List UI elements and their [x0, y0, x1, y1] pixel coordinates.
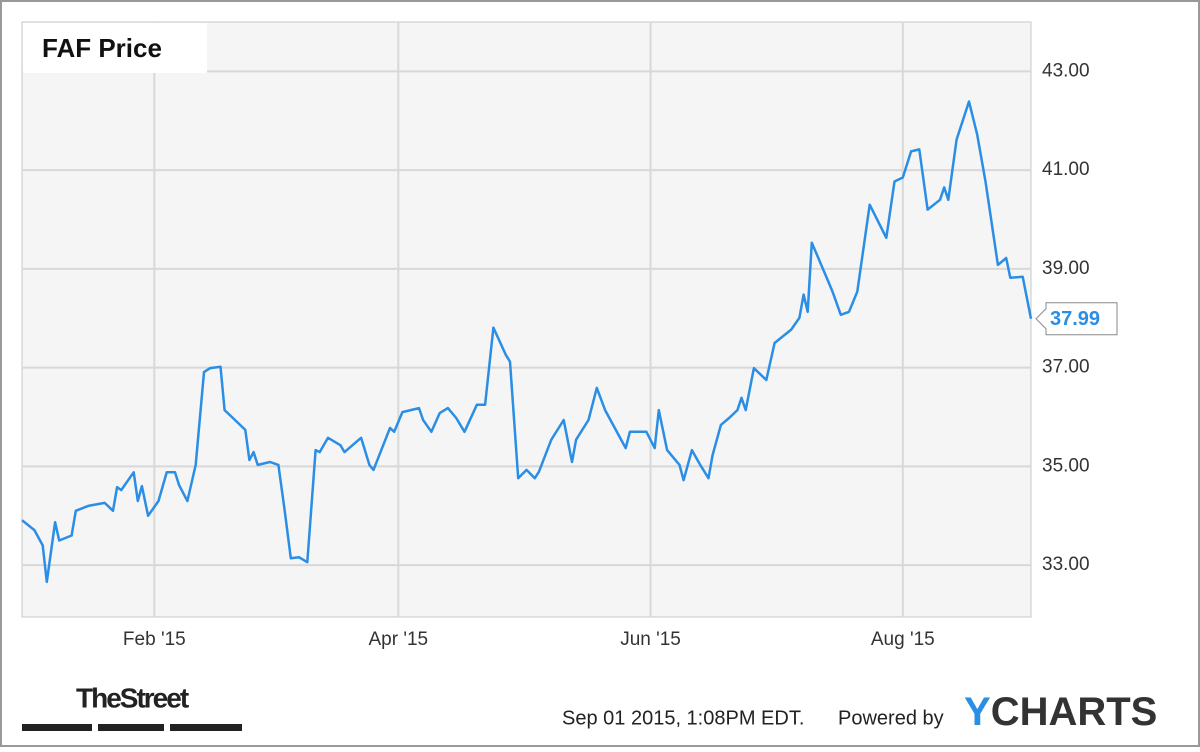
x-tick-label: Aug '15	[871, 629, 935, 650]
source-logo: TheStreet	[76, 682, 189, 713]
brand-y: Y	[964, 690, 991, 734]
y-tick-label: 43.00	[1042, 60, 1090, 81]
brand: YCHARTS	[964, 690, 1157, 734]
logo-bar	[98, 724, 164, 731]
y-tick-label: 37.00	[1042, 357, 1090, 378]
grid	[22, 22, 1031, 617]
x-tick-label: Jun '15	[620, 629, 681, 650]
y-tick-label: 39.00	[1042, 258, 1090, 279]
title-box	[23, 23, 207, 73]
x-tick-label: Apr '15	[369, 629, 429, 650]
y-tick-label: 35.00	[1042, 455, 1090, 476]
brand-rest: CHARTS	[991, 690, 1158, 734]
timestamp: Sep 01 2015, 1:08PM EDT.	[562, 707, 804, 729]
price-line	[21, 100, 1033, 584]
logo-bar	[22, 724, 92, 731]
logo-bar	[170, 724, 242, 731]
y-tick-label: 33.00	[1042, 554, 1090, 575]
plot-area	[21, 21, 1032, 618]
marks	[21, 100, 1033, 584]
chart-title: FAF Price	[42, 33, 162, 63]
last-value-box	[1035, 302, 1118, 336]
powered-by: Powered by	[838, 707, 944, 729]
last-value-label: 37.99	[1050, 308, 1100, 330]
x-tick-label: Feb '15	[123, 629, 186, 650]
y-tick-label: 41.00	[1042, 159, 1090, 180]
